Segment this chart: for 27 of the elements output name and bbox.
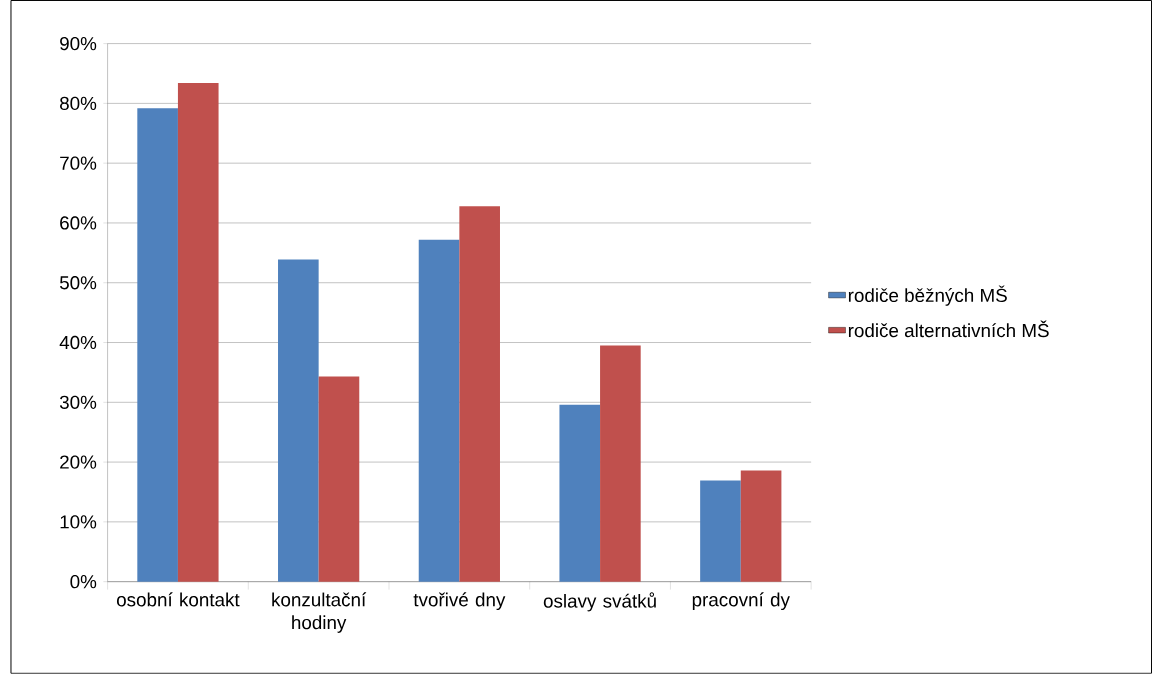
y-tick-label: 60% [60, 216, 97, 230]
y-tick-label: 70% [60, 156, 97, 170]
x-tick-label: oslavy svátků [543, 592, 656, 612]
y-tick-label: 40% [59, 335, 97, 350]
legend-label: rodiče alternativních MŠ [848, 320, 1049, 338]
y-tick-label: 20% [60, 455, 97, 469]
bar [177, 83, 219, 582]
bar [418, 239, 460, 582]
bar [459, 206, 500, 582]
bar [278, 259, 319, 582]
y-tick-label: 80% [60, 96, 97, 111]
bar [700, 480, 741, 582]
x-tick-label: pracovní dy [692, 592, 790, 611]
x-tick-label: osobní kontakt [116, 592, 240, 607]
y-tick-label: 90% [60, 37, 97, 51]
bar [137, 108, 178, 582]
bar [740, 470, 782, 582]
x-tick-label: konzultační hodiny [272, 592, 367, 634]
y-tick-label: 30% [59, 395, 97, 410]
bar [559, 404, 601, 582]
y-tick-label: 0% [70, 575, 97, 589]
bar [600, 345, 641, 582]
legend-label: rodiče běžných MŠ [848, 285, 1007, 306]
y-tick-label: 50% [59, 276, 97, 290]
y-tick-label: 10% [60, 515, 97, 529]
x-tick-label: tvořivé dny [413, 592, 506, 611]
bar [318, 376, 360, 582]
